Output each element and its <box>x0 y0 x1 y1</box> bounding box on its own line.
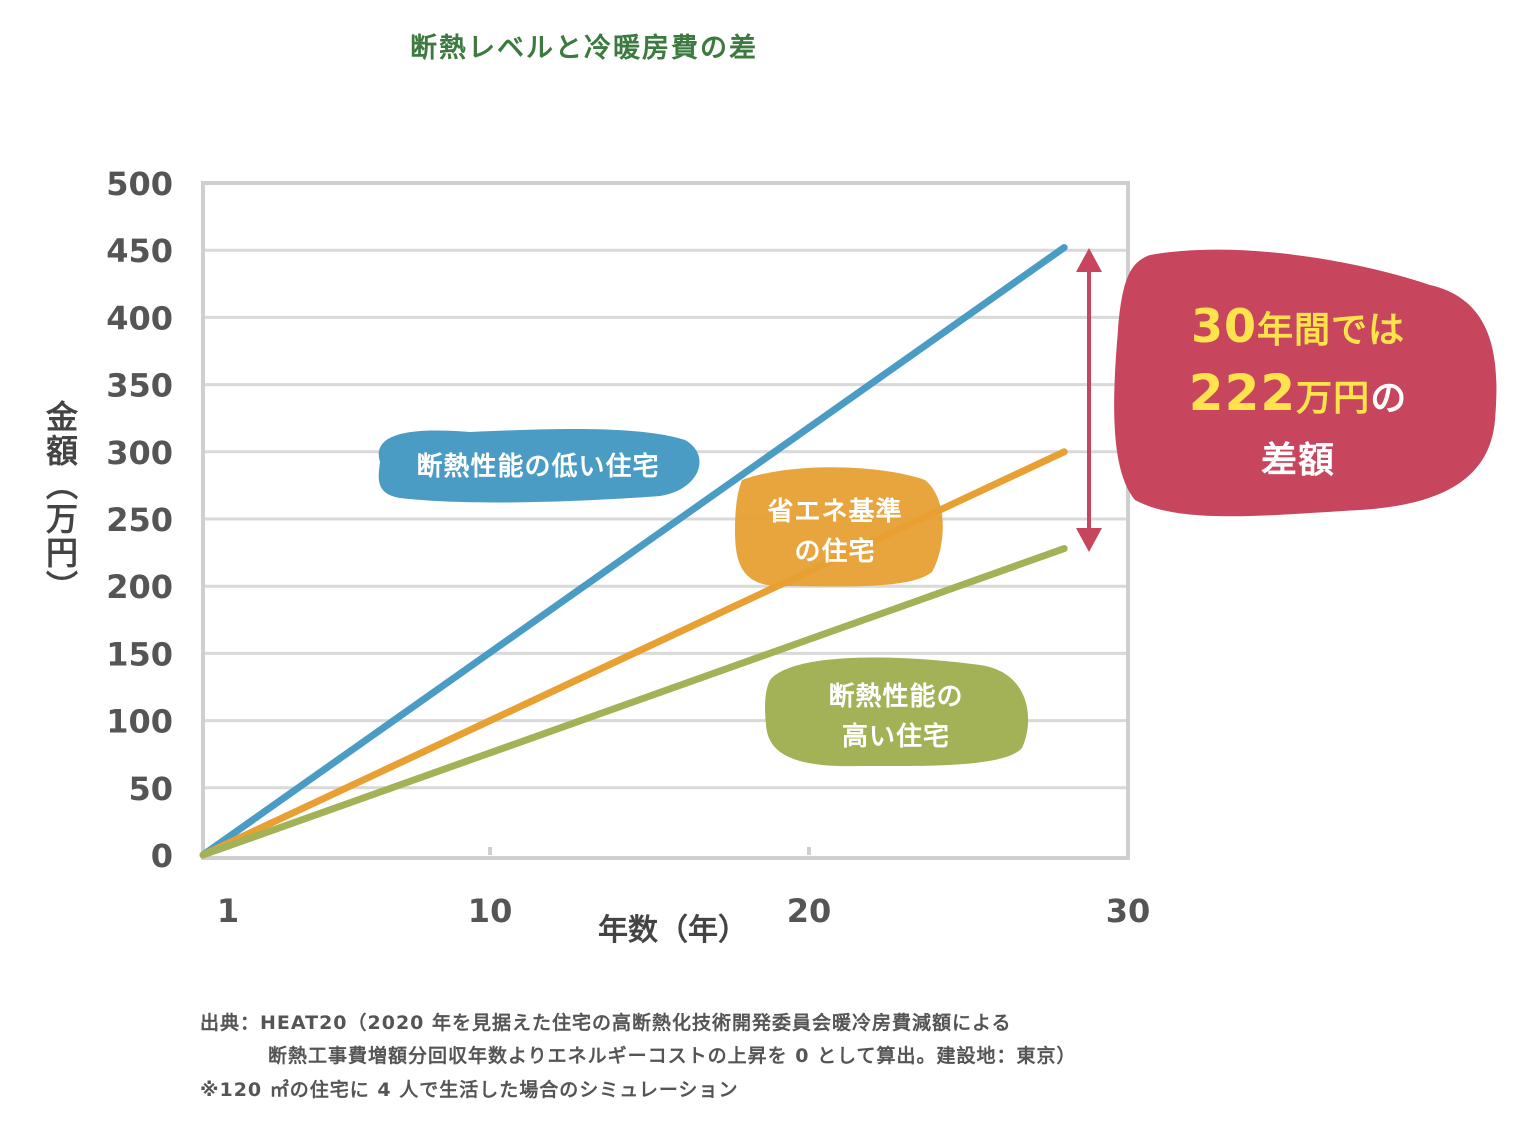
x-axis-label: 年数（年） <box>598 913 748 948</box>
y-tick-450: 450 <box>106 232 173 270</box>
annotation-amount-tail: の <box>1370 378 1407 419</box>
y-tick-0: 0 <box>151 837 173 875</box>
y-tick-200: 200 <box>106 568 173 606</box>
series-line-0 <box>199 244 1068 859</box>
y-tick-300: 300 <box>106 434 173 472</box>
difference-arrow <box>1076 248 1102 552</box>
source-note-line1: 出典：HEAT20（2020 年を見据えた住宅の高断熱化技術開発委員会暖冷房費減… <box>200 1012 1012 1034</box>
label-high-line1: 断熱性能の <box>828 681 963 712</box>
label-standard-bubble: 省エネ基準 の住宅 <box>735 467 943 587</box>
label-low-bubble: 断熱性能の低い住宅 <box>378 429 700 503</box>
label-standard-line1: 省エネ基準 <box>766 496 902 527</box>
x-tick-30: 30 <box>1106 892 1151 930</box>
annotation-years-text: 年間では <box>1257 310 1405 351</box>
x-tick-1: 1 <box>217 892 239 930</box>
annotation-amount: 222 <box>1189 364 1296 422</box>
label-low: 断熱性能の低い住宅 <box>416 451 659 482</box>
annotation-difference: 差額 <box>1261 440 1335 481</box>
chart-title: 断熱レベルと冷暖房費の差 <box>410 33 758 64</box>
y-tick-150: 150 <box>106 635 173 673</box>
svg-text:222万円の: 222万円の <box>1189 364 1407 422</box>
source-note-line2: 断熱工事費増額分回収年数よりエネルギーコストの上昇を 0 として算出。建設地：東… <box>268 1045 1077 1067</box>
y-tick-labels: 0 50 100 150 200 250 300 350 400 450 500 <box>106 165 173 875</box>
y-tick-400: 400 <box>106 299 173 337</box>
y-tick-350: 350 <box>106 367 173 405</box>
x-tick-labels: 1 10 20 30 <box>217 847 1150 930</box>
label-standard-line2: の住宅 <box>794 536 875 567</box>
label-high-bubble: 断熱性能の 高い住宅 <box>765 657 1029 767</box>
y-tick-500: 500 <box>106 165 173 203</box>
label-high-line2: 高い住宅 <box>842 721 950 752</box>
y-axis-label: 金額（万円） <box>41 400 79 604</box>
svg-text:30年間では: 30年間では <box>1191 299 1405 353</box>
difference-annotation: 30年間では 222万円の 差額 <box>1114 249 1497 517</box>
y-tick-250: 250 <box>106 501 173 539</box>
annotation-amount-unit: 万円 <box>1296 378 1370 419</box>
x-tick-10: 10 <box>468 892 513 930</box>
y-tick-100: 100 <box>106 703 173 741</box>
series-line-2 <box>199 545 1068 859</box>
plot-frame <box>201 181 1130 860</box>
simulation-note: ※120 ㎡の住宅に 4 人で生活した場合のシミュレーション <box>200 1079 739 1101</box>
y-tick-50: 50 <box>128 770 173 808</box>
x-tick-20: 20 <box>787 892 832 930</box>
annotation-years: 30 <box>1191 299 1257 353</box>
